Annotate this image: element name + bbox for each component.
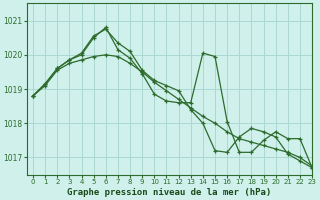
X-axis label: Graphe pression niveau de la mer (hPa): Graphe pression niveau de la mer (hPa): [68, 188, 272, 197]
